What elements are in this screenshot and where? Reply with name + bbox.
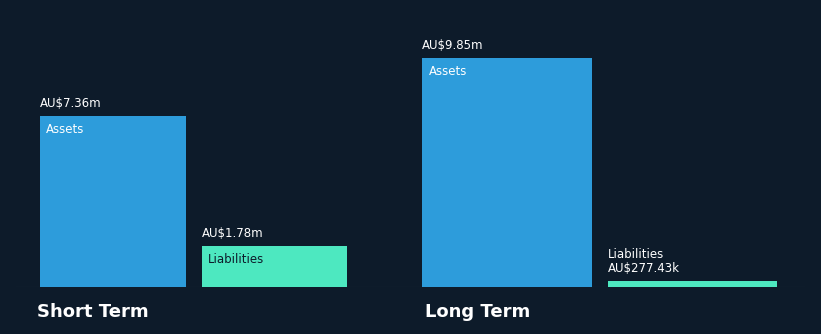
Text: AU$7.36m: AU$7.36m	[40, 97, 102, 110]
Text: AU$9.85m: AU$9.85m	[422, 39, 484, 52]
Text: Liabilities: Liabilities	[608, 248, 664, 261]
Bar	[608, 281, 777, 287]
Bar	[40, 116, 186, 287]
Bar	[422, 58, 592, 287]
Text: Assets: Assets	[429, 65, 467, 78]
Text: Short Term: Short Term	[37, 303, 149, 321]
Text: AU$277.43k: AU$277.43k	[608, 262, 680, 275]
Text: Assets: Assets	[46, 123, 85, 136]
Bar	[202, 246, 347, 287]
Text: AU$1.78m: AU$1.78m	[202, 227, 264, 240]
Text: Liabilities: Liabilities	[208, 253, 264, 266]
Text: Long Term: Long Term	[424, 303, 530, 321]
